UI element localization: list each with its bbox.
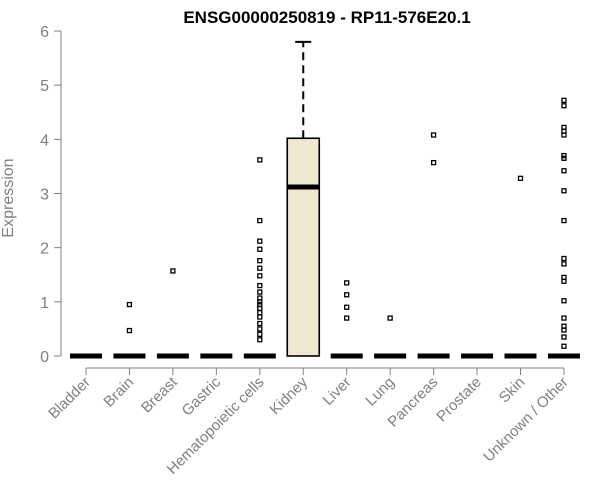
outlier-point bbox=[257, 217, 263, 224]
outlier-point bbox=[257, 238, 263, 244]
box-group bbox=[330, 280, 363, 359]
outlier-point bbox=[257, 331, 263, 337]
chart-title: ENSG00000250819 - RP11-576E20.1 bbox=[183, 8, 470, 27]
outlier-point bbox=[257, 265, 263, 271]
outlier-point bbox=[561, 132, 567, 138]
outlier-point bbox=[257, 289, 263, 295]
outlier-point bbox=[126, 301, 133, 308]
outlier-point bbox=[257, 310, 263, 316]
box-group bbox=[374, 315, 407, 359]
outlier-point bbox=[257, 337, 263, 343]
outlier-point bbox=[257, 157, 263, 163]
outlier-point bbox=[257, 282, 263, 289]
box-group bbox=[504, 175, 537, 359]
y-tick-label: 2 bbox=[40, 241, 49, 258]
outlier-point bbox=[344, 292, 350, 298]
x-tick-label: Lung bbox=[362, 374, 398, 410]
box-group bbox=[243, 157, 276, 359]
box-group bbox=[547, 97, 580, 359]
outlier-point bbox=[257, 273, 263, 279]
outlier-point bbox=[170, 268, 176, 274]
outlier-point bbox=[561, 152, 567, 159]
y-axis-label: Expression bbox=[0, 158, 17, 237]
y-tick-label: 1 bbox=[40, 295, 49, 312]
outlier-point bbox=[257, 305, 263, 311]
y-tick-label: 0 bbox=[40, 349, 49, 366]
outlier-point bbox=[561, 168, 567, 174]
y-tick-label: 3 bbox=[40, 187, 49, 204]
y-axis: 0 1 2 3 4 5 6 bbox=[40, 24, 62, 366]
box-group bbox=[113, 301, 146, 359]
outlier-point bbox=[430, 132, 437, 138]
x-tick-label: Prostate bbox=[433, 374, 485, 426]
outlier-point bbox=[561, 103, 567, 109]
outlier-point bbox=[517, 175, 524, 181]
x-tick-label: Kidney bbox=[267, 373, 312, 418]
outlier-point bbox=[430, 159, 437, 166]
outlier-point bbox=[561, 255, 567, 262]
outlier-point bbox=[561, 327, 567, 333]
outlier-point bbox=[257, 246, 263, 252]
outlier-point bbox=[561, 298, 567, 304]
outlier-point bbox=[561, 343, 567, 349]
box-group bbox=[156, 268, 189, 359]
box-group bbox=[417, 132, 450, 359]
outlier-point bbox=[257, 320, 263, 327]
outlier-point bbox=[561, 334, 567, 340]
outlier-point bbox=[344, 315, 350, 321]
outlier-point bbox=[344, 280, 350, 286]
y-tick-label: 6 bbox=[40, 24, 49, 41]
box-series bbox=[70, 40, 580, 359]
outlier-point bbox=[561, 217, 567, 224]
x-tick-label: Liver bbox=[320, 374, 355, 409]
outlier-point bbox=[387, 315, 393, 321]
outlier-point bbox=[344, 304, 350, 310]
outlier-point bbox=[257, 258, 263, 264]
x-tick-label: Bladder bbox=[45, 374, 94, 423]
x-tick-label: Brain bbox=[100, 374, 137, 411]
outlier-point bbox=[561, 155, 567, 161]
outlier-point bbox=[257, 314, 263, 320]
y-tick-label: 5 bbox=[40, 78, 49, 95]
outlier-point bbox=[561, 261, 567, 267]
outlier-point bbox=[561, 97, 567, 103]
outlier-point bbox=[257, 299, 263, 305]
x-tick-label: Skin bbox=[496, 374, 529, 407]
outlier-point bbox=[126, 327, 133, 334]
box-group bbox=[286, 40, 321, 357]
y-tick-label: 4 bbox=[40, 132, 49, 149]
x-tick-label: Breast bbox=[138, 373, 181, 416]
outlier-point bbox=[561, 315, 567, 321]
outlier-point bbox=[561, 188, 567, 194]
box-iqr bbox=[286, 137, 321, 357]
outlier-point bbox=[257, 326, 263, 332]
outlier-point bbox=[561, 278, 567, 284]
